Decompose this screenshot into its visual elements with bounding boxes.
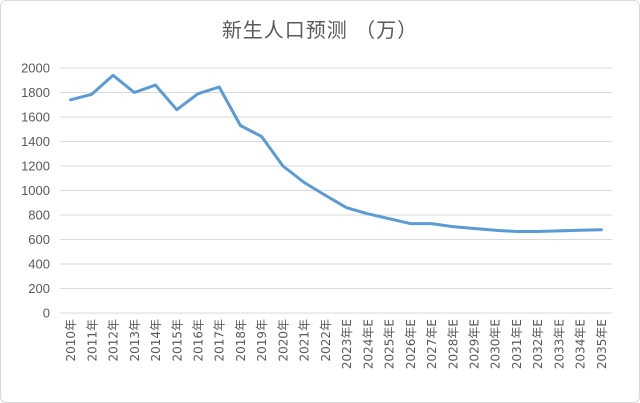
series-layer xyxy=(69,73,603,233)
x-tick-label: 2014年 xyxy=(149,319,163,362)
gridlines xyxy=(60,67,612,314)
x-tick-label: 2022年 xyxy=(319,319,333,362)
x-tick-label: 2034年E xyxy=(574,319,588,369)
x-tick-label: 2018年 xyxy=(234,319,248,362)
y-tick-label: 200 xyxy=(28,281,50,296)
y-tick-label: 2000 xyxy=(21,61,50,76)
x-tick-label: 2025年E xyxy=(383,319,397,369)
x-tick-label: 2028年E xyxy=(446,319,460,369)
x-tick-label: 2021年 xyxy=(298,319,312,362)
x-tick-label: 2024年E xyxy=(361,319,375,369)
x-tick-label: 2030年E xyxy=(489,319,503,369)
y-axis-ticks: 0 200 400 600 800 1000 1200 1400 1600 1800 2000 xyxy=(21,61,50,321)
y-tick-label: 1400 xyxy=(21,134,50,149)
chart-title: 新生人口预测 （万） xyxy=(221,18,419,42)
y-tick-label: 1000 xyxy=(21,183,50,198)
x-tick-label: 2033年E xyxy=(552,319,566,369)
x-tick-label: 2010年 xyxy=(64,319,78,362)
x-tick-label: 2019年 xyxy=(255,319,269,362)
y-tick-label: 800 xyxy=(28,208,50,223)
y-tick-label: 0 xyxy=(43,306,50,321)
x-tick-label: 2020年 xyxy=(276,319,290,362)
x-tick-label: 2031年E xyxy=(510,319,524,369)
x-tick-label: 2017年 xyxy=(213,319,227,362)
x-tick-label: 2035年E xyxy=(595,319,609,369)
x-axis-ticks: 2010年 2011年 2012年 2013年 2014年 2015年 2016年 2017年… xyxy=(64,319,609,369)
x-tick-label: 2016年 xyxy=(192,319,206,362)
x-tick-label: 2012年 xyxy=(107,319,121,362)
y-tick-label: 1200 xyxy=(21,159,50,174)
y-tick-label: 1600 xyxy=(21,110,50,125)
x-tick-label: 2026年E xyxy=(404,319,418,369)
x-tick-label: 2032年E xyxy=(531,319,545,369)
y-tick-label: 400 xyxy=(28,257,50,272)
y-tick-label: 600 xyxy=(28,232,50,247)
x-tick-label: 2015年 xyxy=(170,319,184,362)
x-tick-label: 2011年 xyxy=(85,319,99,362)
x-tick-label: 2027年E xyxy=(425,319,439,369)
y-tick-label: 1800 xyxy=(21,85,50,100)
x-tick-label: 2013年 xyxy=(128,319,142,362)
x-tick-label: 2023年E xyxy=(340,319,354,369)
series-line xyxy=(69,73,603,233)
x-tick-label: 2029年E xyxy=(468,319,482,369)
